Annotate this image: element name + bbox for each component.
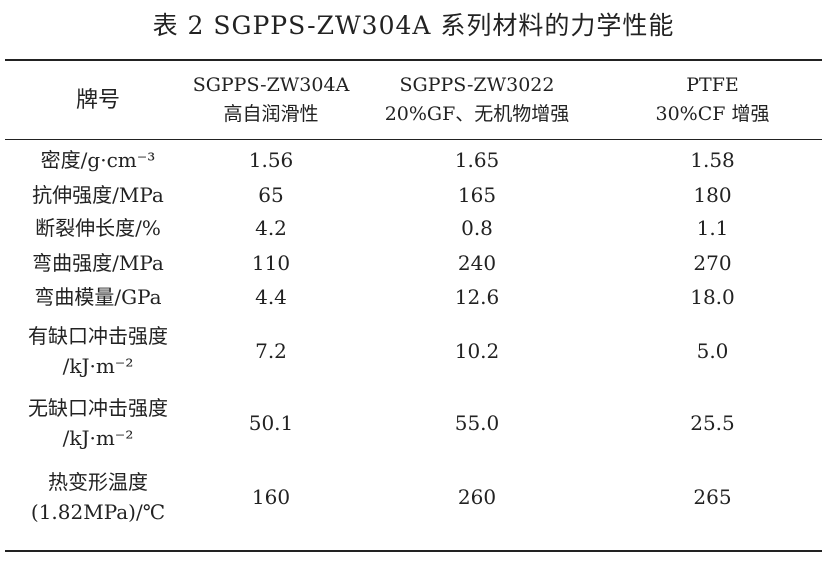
table-row: 弯曲模量/GPa 4.4 12.6 18.0 <box>0 282 827 312</box>
value-sgpps-zw3022: 12.6 <box>454 285 500 309</box>
header-divider-rule <box>5 139 822 140</box>
value-sgpps-zw304a: 110 <box>251 251 291 275</box>
value-sgpps-zw3022: 10.2 <box>454 339 500 363</box>
row-label: 无缺口冲击强度/kJ·m⁻² <box>5 393 191 453</box>
table-row: 热变形温度 (1.82MPa)/℃ 160 260 265 <box>0 466 827 528</box>
header-col1-line1: SGPPS-ZW304A <box>192 74 350 96</box>
header-col3-line1: PTFE <box>686 74 739 96</box>
value-ptfe: 180 <box>693 183 732 207</box>
row-label: 热变形温度 (1.82MPa)/℃ <box>5 467 191 527</box>
value-sgpps-zw3022: 0.8 <box>461 216 493 240</box>
row-label-line: /kJ·m⁻² <box>62 426 134 450</box>
table-top-rule <box>5 59 822 61</box>
header-col-ptfe: PTFE 30%CF 增强 <box>603 61 822 139</box>
row-label: 弯曲模量/GPa <box>5 282 191 312</box>
value-sgpps-zw3022: 55.0 <box>454 411 500 435</box>
value-sgpps-zw304a: 1.56 <box>248 148 294 172</box>
value-sgpps-zw304a: 4.2 <box>255 216 287 240</box>
value-sgpps-zw304a: 50.1 <box>248 411 294 435</box>
table-bottom-rule <box>5 550 822 552</box>
header-brand-label: 牌号 <box>75 87 120 113</box>
header-col-sgpps-zw3022: SGPPS-ZW3022 20%GF、无机物增强 <box>351 61 603 139</box>
value-ptfe: 270 <box>693 251 732 275</box>
row-label-line: 弯曲强度/MPa <box>32 251 164 275</box>
row-label-line: 弯曲模量/GPa <box>34 285 162 309</box>
header-col-brand: 牌号 <box>5 61 191 139</box>
value-sgpps-zw3022: 165 <box>457 183 497 207</box>
value-ptfe: 265 <box>693 485 732 509</box>
row-label: 抗伸强度/MPa <box>5 180 191 210</box>
header-col-sgpps-zw304a: SGPPS-ZW304A 高自润滑性 <box>191 61 351 139</box>
row-label-line: (1.82MPa)/℃ <box>30 500 166 524</box>
table-row: 弯曲强度/MPa 110 240 270 <box>0 248 827 278</box>
row-label-line: 密度/g·cm⁻³ <box>40 148 156 172</box>
row-label: 有缺口冲击强度/kJ·m⁻² <box>5 321 191 381</box>
table-row: 断裂伸长度/% 4.2 0.8 1.1 <box>0 213 827 243</box>
value-sgpps-zw304a: 4.4 <box>255 285 287 309</box>
row-label: 密度/g·cm⁻³ <box>5 145 191 175</box>
row-label-line: 抗伸强度/MPa <box>32 183 164 207</box>
table-row: 抗伸强度/MPa 65 165 180 <box>0 180 827 210</box>
table-row: 有缺口冲击强度/kJ·m⁻² 7.2 10.2 5.0 <box>0 320 827 382</box>
row-label-line: 断裂伸长度/% <box>35 216 161 240</box>
value-ptfe: 25.5 <box>690 411 735 435</box>
row-label-line: /kJ·m⁻² <box>62 354 134 378</box>
value-ptfe: 5.0 <box>696 339 729 363</box>
row-label-line: 热变形温度 <box>48 470 148 494</box>
value-sgpps-zw304a: 160 <box>251 485 291 509</box>
value-ptfe: 1.1 <box>696 216 729 240</box>
value-sgpps-zw304a: 65 <box>258 183 284 207</box>
table-row: 密度/g·cm⁻³ 1.56 1.65 1.58 <box>0 145 827 175</box>
header-col3-line2: 30%CF 增强 <box>655 103 770 125</box>
header-col2-line1: SGPPS-ZW3022 <box>399 74 555 96</box>
value-ptfe: 1.58 <box>690 148 735 172</box>
header-col1-line2: 高自润滑性 <box>223 103 319 125</box>
value-sgpps-zw3022: 1.65 <box>454 148 500 172</box>
row-label: 弯曲强度/MPa <box>5 248 191 278</box>
table-row: 无缺口冲击强度/kJ·m⁻² 50.1 55.0 25.5 <box>0 392 827 454</box>
row-label: 断裂伸长度/% <box>5 213 191 243</box>
value-sgpps-zw304a: 7.2 <box>255 339 287 363</box>
value-ptfe: 18.0 <box>690 285 735 309</box>
value-sgpps-zw3022: 260 <box>457 485 497 509</box>
header-col2-line2: 20%GF、无机物增强 <box>384 103 570 125</box>
row-label-line: 有缺口冲击强度 <box>28 324 168 348</box>
row-label-line: 无缺口冲击强度 <box>28 396 168 420</box>
value-sgpps-zw3022: 240 <box>457 251 497 275</box>
table-caption: 表 2 SGPPS-ZW304A 系列材料的力学性能 <box>152 11 675 40</box>
